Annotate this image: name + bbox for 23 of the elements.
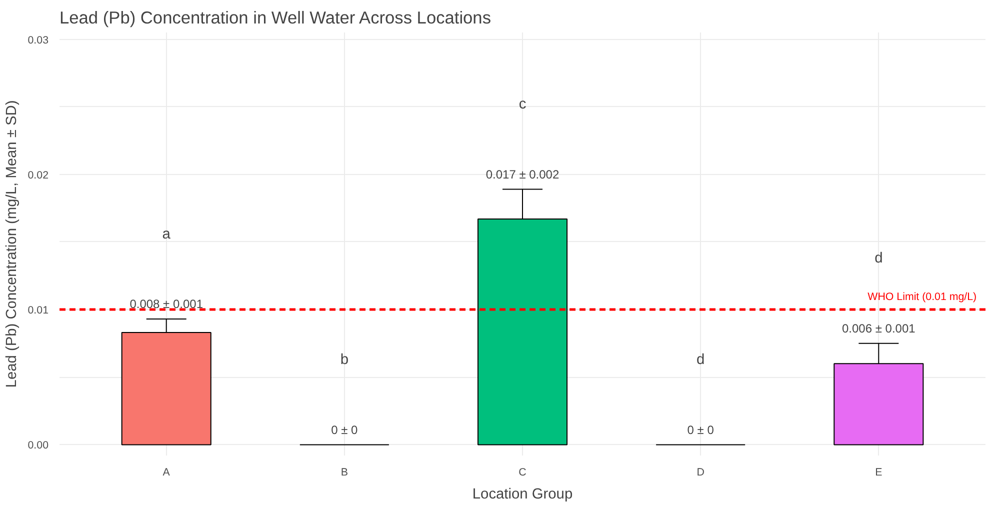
y-tick-label: 0.00 (28, 440, 49, 452)
x-tick-label: E (875, 466, 882, 478)
data-label: 0 ± 0 (331, 422, 358, 437)
annotation: c (518, 96, 526, 113)
chart-title: Lead (Pb) Concentration in Well Water Across Locations (60, 8, 492, 28)
annotation: a (162, 226, 172, 242)
y-axis-title: Lead (Pb) Concentration (mg/L, Mean ± SD) (4, 100, 20, 388)
y-tick-label: 0.02 (28, 169, 49, 182)
x-tick-label: B (340, 466, 348, 478)
x-tick-label: C (518, 466, 527, 478)
x-axis-title: Location Group (472, 486, 573, 502)
x-tick-label: D (696, 466, 705, 478)
annotation: d (874, 250, 883, 267)
data-label: 0 ± 0 (687, 422, 714, 437)
x-tick-label: A (162, 466, 171, 478)
data-label: 0.006 ± 0.001 (842, 322, 916, 336)
data-label: 0.017 ± 0.002 (486, 167, 560, 182)
y-tick-label: 0.03 (28, 34, 49, 46)
y-tick-label: 0.01 (28, 304, 49, 317)
ref-line-label: WHO Limit (0.01 mg/L) (868, 291, 977, 304)
annotation: b (340, 352, 349, 368)
annotation: d (696, 352, 705, 368)
data-label: 0.008 ± 0.001 (130, 297, 204, 312)
